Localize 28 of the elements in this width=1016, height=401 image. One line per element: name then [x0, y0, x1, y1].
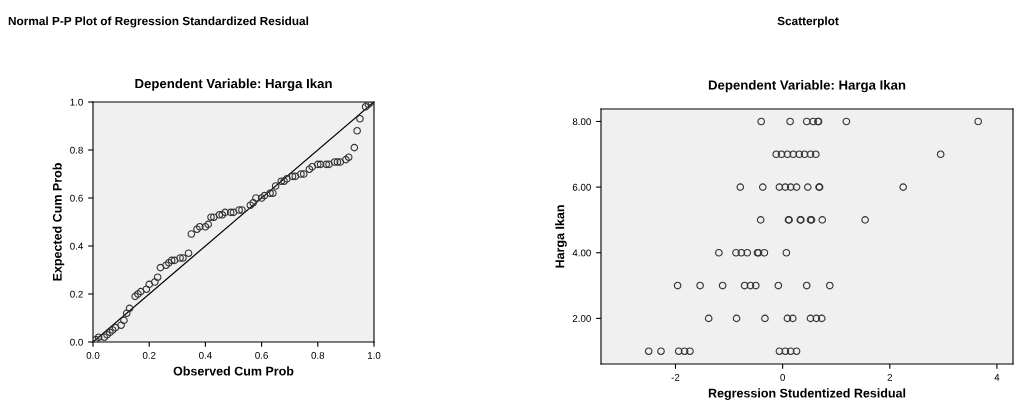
y-tick-label: 0.0: [70, 338, 83, 346]
y-axis-title: Harga Ikan: [555, 205, 567, 268]
y-tick-label: 6.00: [572, 183, 591, 191]
y-tick-label: 8.00: [572, 118, 591, 126]
x-tick-label: 0.2: [142, 351, 156, 359]
x-axis-title: Observed Cum Prob: [173, 366, 294, 376]
y-tick-label: 1.0: [70, 98, 83, 106]
x-tick-label: 4: [994, 374, 1000, 381]
x-tick-label: 0.6: [255, 351, 268, 359]
y-tick-label: 0.2: [70, 290, 83, 298]
y-tick-label: 4.00: [572, 249, 591, 257]
chart-subtitle: Dependent Variable: Harga Ikan: [708, 79, 906, 93]
chart-title: Scatterplot: [777, 16, 839, 28]
y-tick-label: 0.4: [70, 242, 83, 250]
x-tick-label: 2: [887, 373, 892, 381]
chart-subtitle: Dependent Variable: Harga Ikan: [135, 78, 332, 91]
y-axis-title: Expected Cum Prob: [52, 163, 65, 281]
x-tick-label: 0.4: [199, 351, 212, 359]
x-tick-label: -2: [671, 373, 680, 381]
x-tick-label: 0.0: [86, 351, 100, 359]
y-tick-label: 0.8: [70, 146, 83, 154]
y-tick-label: 2.00: [572, 315, 591, 322]
x-tick-label: 0: [780, 373, 785, 381]
x-tick-label: 1.0: [367, 351, 381, 359]
y-tick-label: 0.6: [70, 194, 83, 202]
x-axis-title: Regression Studentized Residual: [708, 388, 906, 401]
chart-title: Normal P-P Plot of Regression Standardized Residual: [8, 16, 309, 28]
x-tick-label: 0.8: [311, 351, 325, 359]
